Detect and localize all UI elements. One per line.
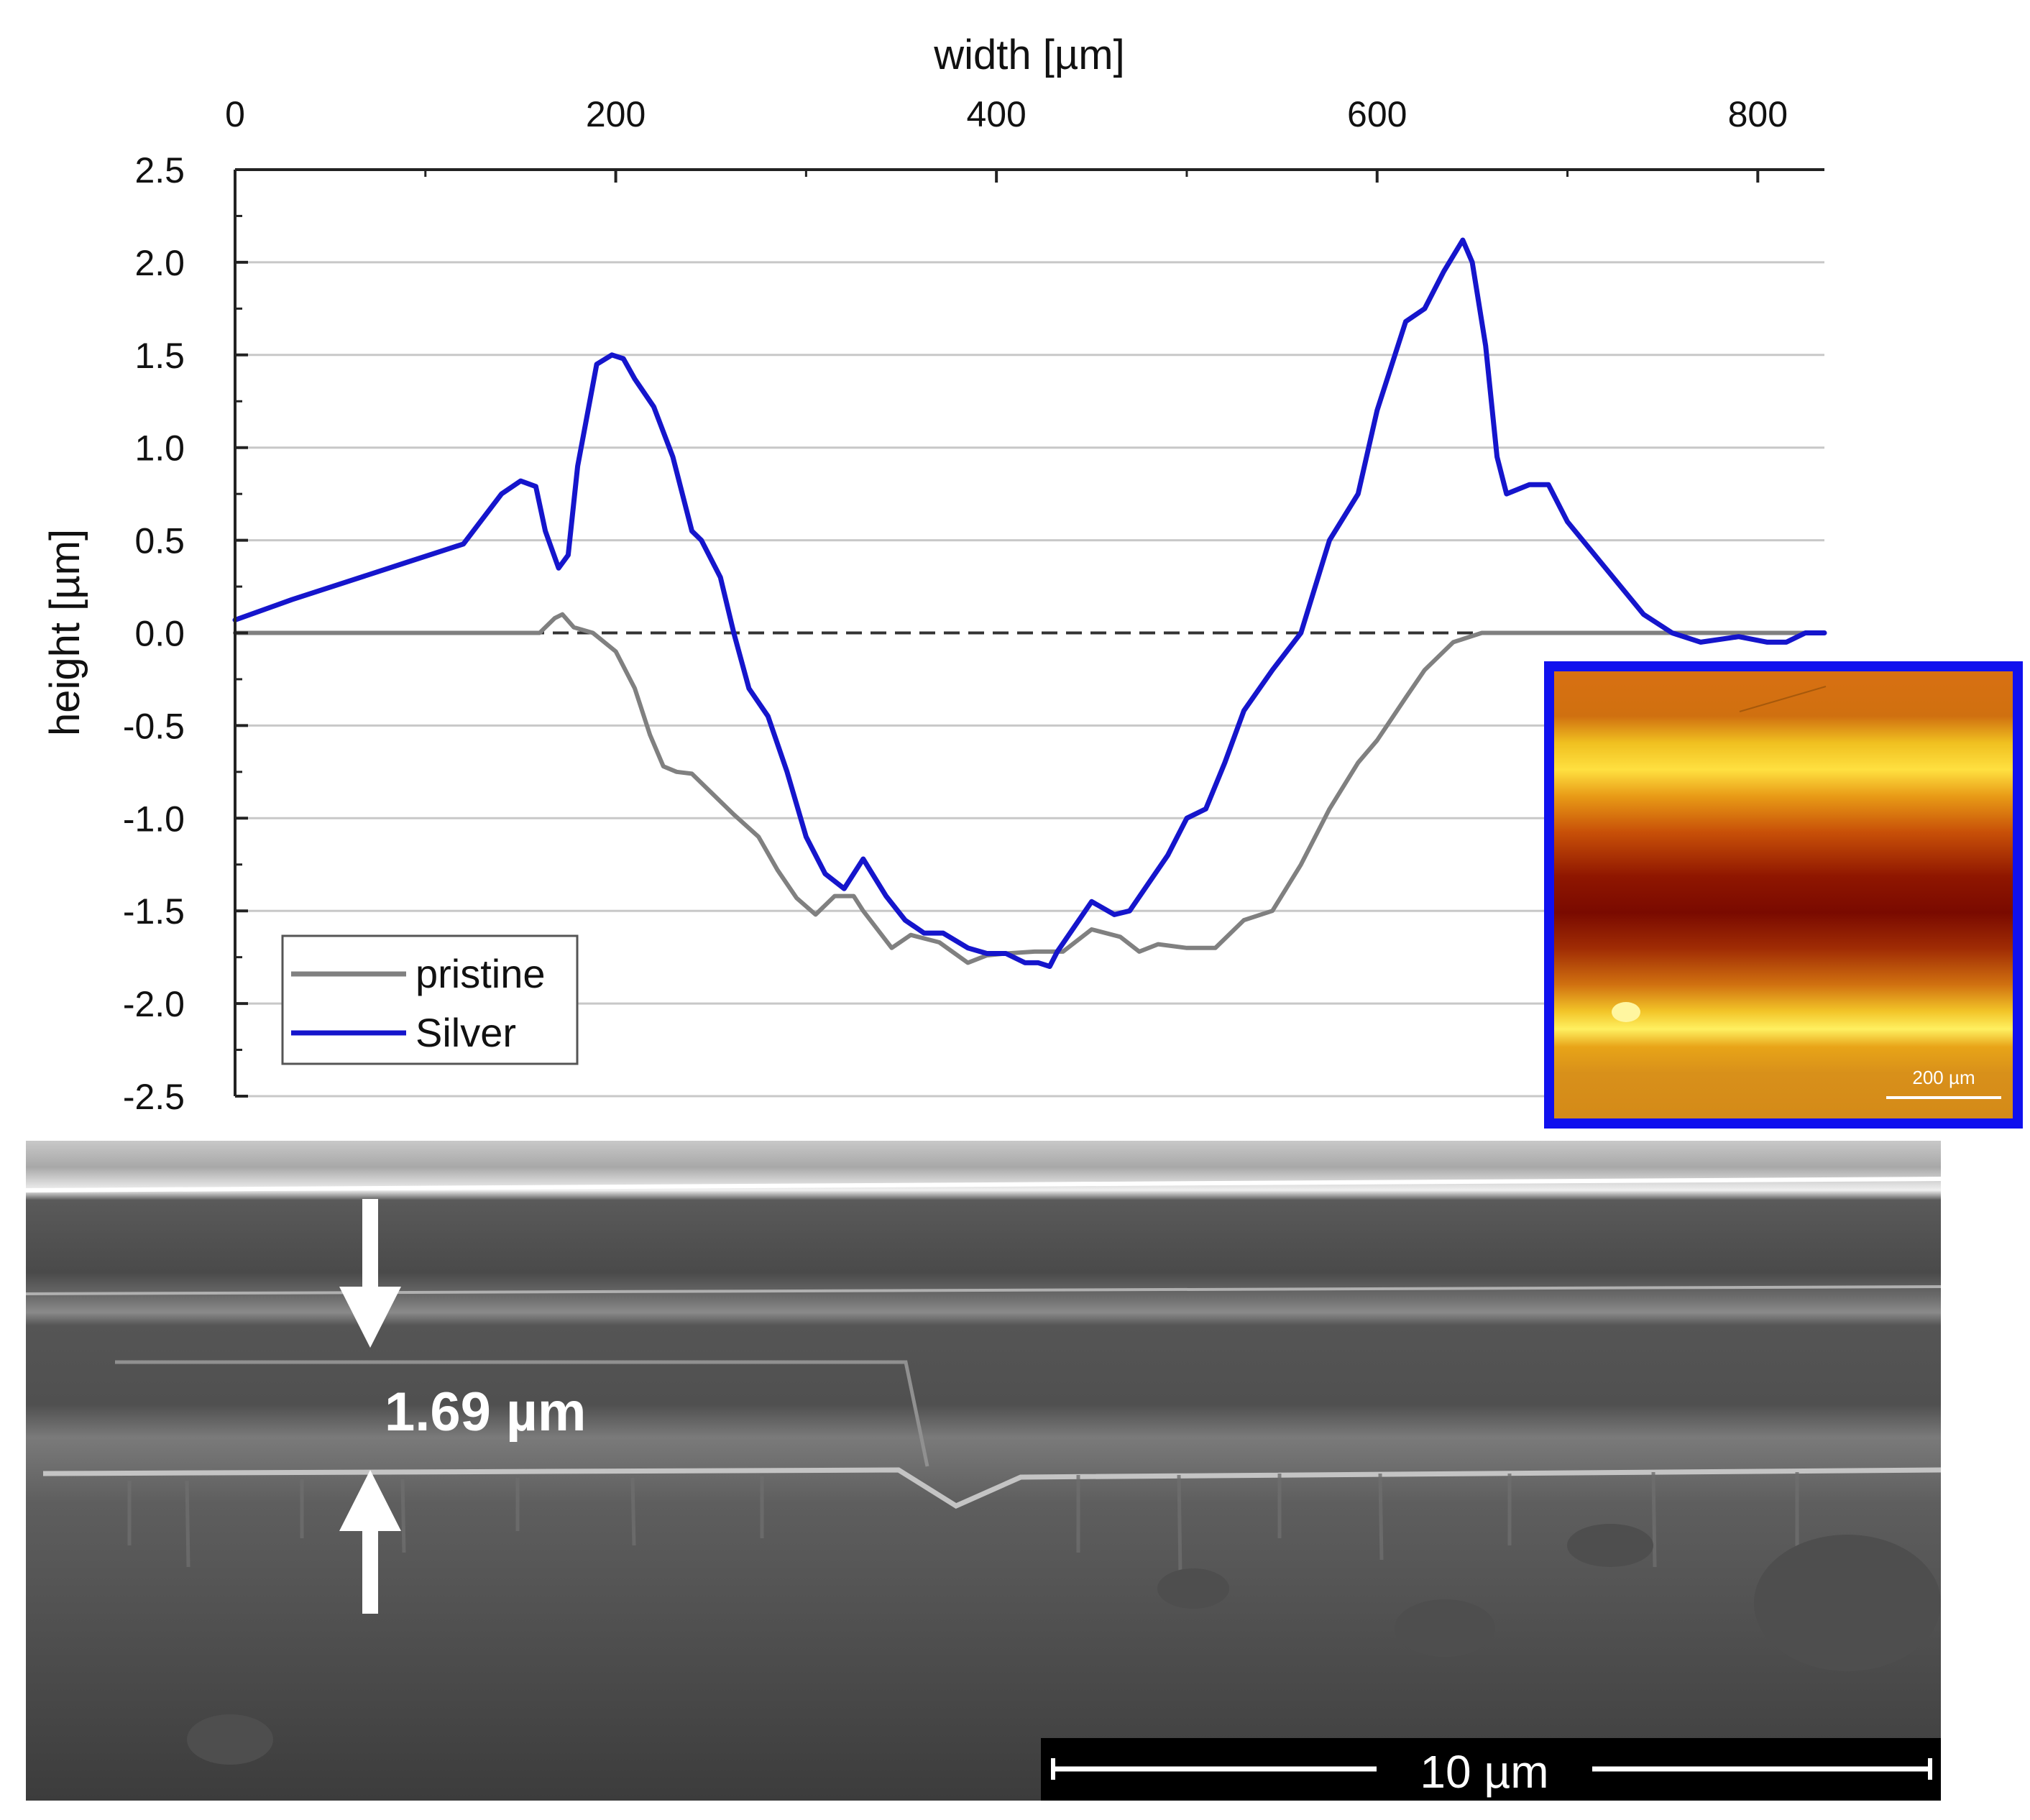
x-tick-label: 600 [1347, 94, 1407, 134]
y-tick-label: 2.5 [134, 150, 185, 190]
y-tick-label: 0.0 [134, 614, 185, 654]
y-tick-label: -0.5 [123, 706, 185, 746]
sem-inclusions [187, 1524, 1941, 1765]
sem-scale-bar: 10 µm [1041, 1738, 1941, 1801]
thickness-arrows [339, 1199, 401, 1614]
series-line-pristine [233, 612, 1827, 965]
y-tick-label: 1.0 [134, 428, 185, 469]
afm-inset: 200 µm [1544, 661, 2023, 1129]
legend: pristine Silver [281, 934, 579, 1065]
sem-film-bottom-line [42, 1467, 1942, 1509]
series-line-silver [232, 237, 1827, 969]
sem-scale-label: 10 µm [1420, 1746, 1548, 1798]
legend-box [281, 934, 579, 1065]
x-axis-label: width [µm] [933, 32, 1124, 78]
y-tick-label: -1.5 [123, 891, 185, 932]
sem-texture [127, 1471, 1799, 1575]
series-layer [232, 237, 1827, 969]
sem-image: 1.69 µm 10 µm [25, 1141, 1942, 1801]
sem-surface-line [25, 1177, 1942, 1193]
y-tick-label: -2.5 [123, 1077, 185, 1117]
chart: 2.5 2.0 1.5 1.0 0.5 0.0 -0.5 -1.0 -1.5 -2.0 -2.5 0 2… [42, 32, 1827, 1117]
y-axis-label: height [µm] [42, 529, 88, 736]
x-tick-label: 0 [225, 94, 245, 134]
afm-scratch [1739, 686, 1827, 712]
y-tick-label: 2.0 [134, 243, 185, 283]
y-tick-label: 0.5 [134, 521, 185, 561]
y-tick-label: -2.0 [123, 984, 185, 1024]
y-tick-label: 1.5 [134, 336, 185, 376]
arrow-up-head [339, 1470, 401, 1531]
afm-inset-frame [1544, 661, 2023, 1129]
afm-scale-label: 200 µm [1912, 1067, 1975, 1088]
legend-label-silver: Silver [415, 1010, 516, 1055]
y-tick-label: -1.0 [123, 799, 185, 839]
legend-label-pristine: pristine [415, 951, 546, 996]
afm-height-map [1554, 671, 2013, 1118]
sem-film-top-edge [115, 1360, 929, 1467]
ticks: 2.5 2.0 1.5 1.0 0.5 0.0 -0.5 -1.0 -1.5 -2.0 -2.5 0 2… [123, 94, 1788, 1117]
x-tick-label: 400 [966, 94, 1026, 134]
thickness-label: 1.69 µm [385, 1382, 586, 1443]
afm-bright-spot [1612, 1002, 1640, 1022]
x-tick-label: 800 [1728, 94, 1788, 134]
x-tick-label: 200 [586, 94, 646, 134]
arrow-down-head [339, 1287, 401, 1348]
